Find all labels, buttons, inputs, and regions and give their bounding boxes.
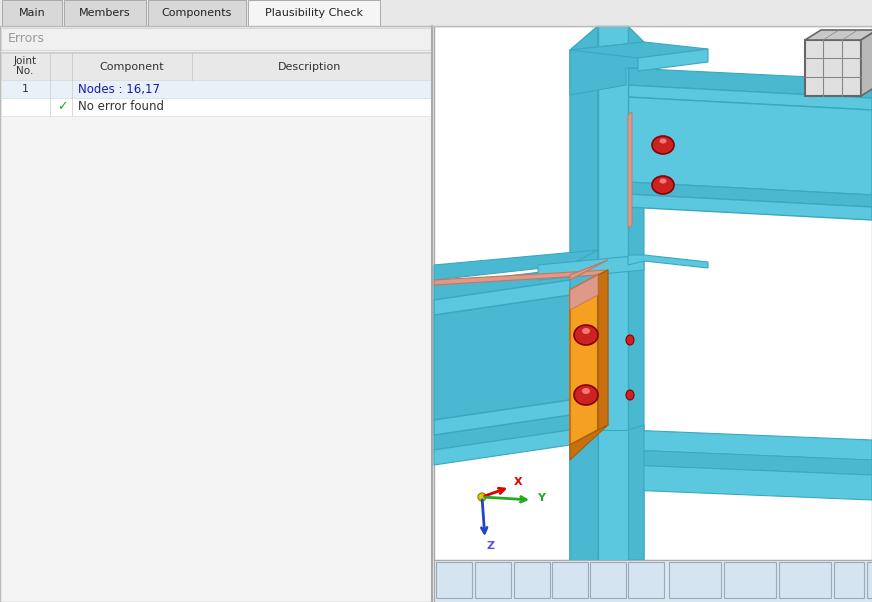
Bar [669,562,721,598]
Polygon shape [434,270,608,285]
Ellipse shape [659,179,666,184]
Ellipse shape [478,493,486,501]
Text: No.: No. [17,66,34,76]
Bar [1,28,431,50]
Polygon shape [570,42,644,95]
Ellipse shape [582,328,590,334]
Ellipse shape [574,385,598,405]
Text: Plausibility Check: Plausibility Check [265,8,363,18]
Bar [590,562,626,598]
Bar [1,80,431,98]
Polygon shape [598,26,628,560]
Polygon shape [570,26,598,560]
Polygon shape [626,97,872,195]
Text: Components: Components [162,8,232,18]
Bar [434,560,872,602]
Ellipse shape [659,138,666,143]
Bar [1,53,431,80]
Polygon shape [570,260,608,280]
Bar [475,562,511,598]
Text: Main: Main [18,8,45,18]
Bar [148,0,246,26]
Bar [552,562,588,598]
Polygon shape [628,26,644,560]
Text: Z: Z [486,541,494,551]
Polygon shape [434,295,570,420]
Text: ✓: ✓ [57,101,67,114]
Polygon shape [628,465,872,500]
Polygon shape [570,42,708,58]
Polygon shape [434,265,598,300]
Polygon shape [570,425,608,460]
Ellipse shape [626,390,634,400]
Polygon shape [638,49,708,71]
Text: Joint: Joint [13,57,37,66]
Text: Errors: Errors [8,33,44,46]
Polygon shape [628,430,872,460]
Polygon shape [598,270,608,430]
Text: Component: Component [99,61,164,72]
Text: X: X [514,477,522,487]
Polygon shape [570,430,598,575]
Ellipse shape [652,136,674,154]
Bar [724,562,776,598]
Polygon shape [805,30,872,40]
Polygon shape [570,275,598,310]
Polygon shape [598,430,628,560]
Polygon shape [626,194,872,220]
Polygon shape [434,400,570,435]
Bar [628,562,664,598]
Polygon shape [538,255,644,280]
Text: 1: 1 [22,84,29,94]
Ellipse shape [582,388,590,394]
Ellipse shape [652,176,674,194]
Bar [1,98,431,116]
Bar [867,562,872,598]
Polygon shape [434,415,570,450]
Polygon shape [628,255,708,268]
Polygon shape [570,275,598,445]
Bar [834,562,864,598]
Polygon shape [628,112,632,228]
Polygon shape [434,280,570,315]
Text: Nodes : 16,17: Nodes : 16,17 [78,82,160,96]
Polygon shape [434,430,570,465]
Text: Y: Y [537,493,545,503]
Polygon shape [626,182,872,207]
Ellipse shape [626,335,634,345]
Polygon shape [628,450,872,475]
Bar [248,0,380,26]
Text: Description: Description [278,61,342,72]
Bar [0,0,872,26]
Bar [64,0,146,26]
Polygon shape [434,250,598,280]
Bar [0,26,432,602]
Text: Members: Members [79,8,131,18]
Polygon shape [626,68,872,98]
Polygon shape [628,425,644,560]
Polygon shape [626,85,872,110]
Bar [779,562,831,598]
Polygon shape [861,30,872,96]
Bar [434,26,872,560]
Bar [514,562,550,598]
Bar [805,40,861,96]
Bar [2,0,62,26]
Text: No error found: No error found [78,101,164,114]
Ellipse shape [574,325,598,345]
Bar [436,562,472,598]
